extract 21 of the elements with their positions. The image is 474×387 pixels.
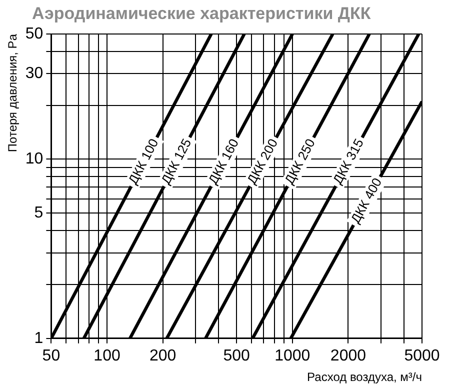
x-tick-label: 2000 [330, 347, 366, 364]
text: ДКК 250 [281, 136, 318, 187]
text: ДКК 125 [158, 136, 194, 187]
x-tick-label: 100 [94, 347, 120, 364]
y-tick-label: 1 [34, 330, 44, 347]
y-tick-label: 10 [25, 150, 44, 168]
text: ДКК 200 [244, 136, 281, 187]
y-tick-label: 5 [34, 204, 44, 222]
text: ДКК 100 [125, 136, 162, 187]
text: ДКК 160 [205, 136, 242, 187]
x-axis-title: Расход воздуха, м³/ч [307, 370, 422, 384]
y-tick-label: 50 [25, 25, 44, 42]
x-tick-label: 200 [149, 347, 176, 364]
x-tick-label: 500 [223, 347, 250, 364]
x-tick-label: 1000 [274, 347, 310, 364]
chart-title: Аэродинамические характеристики ДКК [32, 4, 371, 24]
text: ДКК 400 [348, 175, 385, 226]
y-tick-label: 30 [25, 65, 44, 82]
y-axis-title: Потеря давления, Pa [6, 34, 20, 152]
x-tick-label: 5000 [404, 347, 440, 364]
text: ДКК 315 [330, 136, 367, 187]
